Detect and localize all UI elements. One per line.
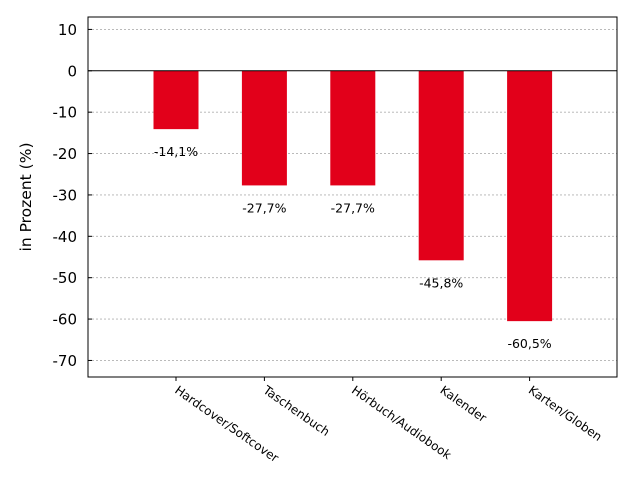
y-tick-label: -30	[53, 186, 78, 204]
y-tick-label: 10	[58, 21, 77, 39]
y-tick-label: -50	[53, 269, 78, 287]
bar	[507, 70, 553, 322]
data-labels: -14,1% -27,7% -27,7% -45,8% -60,5%	[154, 144, 552, 351]
bar	[241, 70, 287, 186]
x-tick-label: Karten/Globen	[526, 383, 605, 444]
y-tick-label: -40	[53, 228, 78, 246]
y-tick-label: -70	[53, 352, 78, 370]
bar	[330, 70, 376, 186]
y-tick-label: -10	[53, 104, 78, 122]
data-label: -14,1%	[154, 144, 198, 159]
data-label: -45,8%	[419, 275, 463, 290]
y-tick-label: -60	[53, 311, 78, 329]
bar	[153, 70, 199, 130]
x-tick-label: Taschenbuch	[260, 382, 332, 439]
y-axis-label: in Prozent (%)	[17, 143, 35, 252]
y-tick-label: -20	[53, 145, 78, 163]
bars	[153, 70, 553, 322]
y-tick-label: 0	[67, 62, 77, 80]
x-tick-label: Kalender	[437, 383, 489, 425]
y-axis-ticks: 10 0 -10 -20 -30 -40 -50 -60 -70	[53, 21, 92, 370]
data-label: -27,7%	[242, 200, 286, 215]
data-label: -27,7%	[331, 200, 375, 215]
bar	[418, 70, 464, 261]
data-label: -60,5%	[507, 336, 551, 351]
